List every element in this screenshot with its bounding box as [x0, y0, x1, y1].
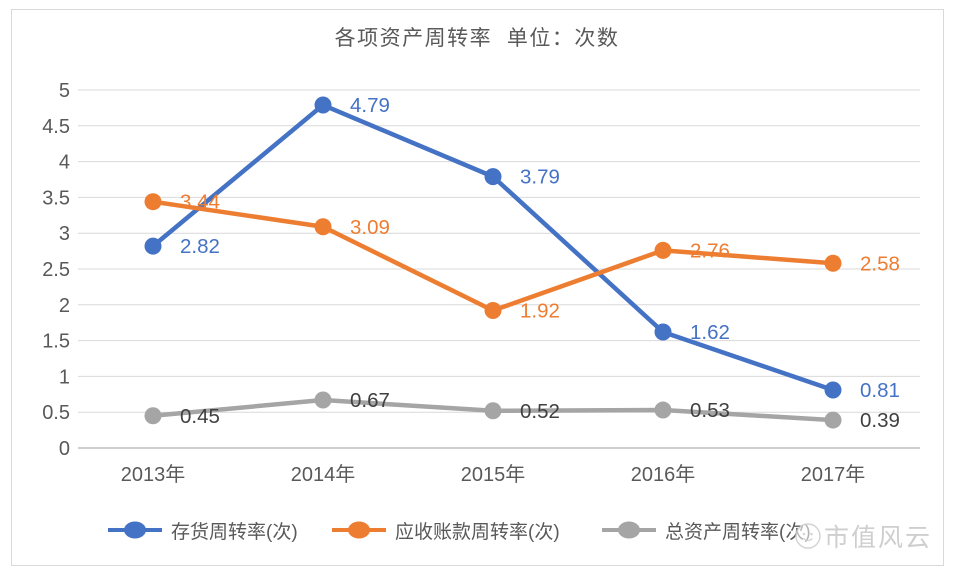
data-point-marker: [484, 302, 502, 320]
data-label: 3.44: [180, 191, 220, 214]
data-point-marker: [654, 401, 672, 419]
line-marker-icon: [108, 521, 162, 539]
x-axis-tick-label: 2015年: [461, 463, 526, 486]
y-axis-tick-label: 2: [59, 295, 70, 317]
y-axis-tick-label: 3.5: [42, 187, 70, 209]
series-line-1: [150, 199, 836, 313]
data-label: 0.45: [180, 405, 220, 428]
x-axis-tick-label: 2013年: [121, 463, 186, 486]
line-marker-icon: [332, 521, 386, 539]
legend-item-total-asset-turnover: 总资产周转率(次): [601, 516, 811, 544]
legend-label-receivables-turnover: 应收账款周转率(次): [395, 521, 560, 543]
data-point-marker: [484, 402, 502, 420]
data-label: 0.67: [350, 389, 390, 412]
data-label: 3.79: [520, 166, 560, 189]
series-line-0: [150, 102, 836, 393]
line-marker-icon: [602, 521, 656, 539]
legend-item-receivables-turnover: 应收账款周转率(次): [331, 516, 560, 544]
data-point-marker: [314, 391, 332, 409]
data-point-marker: [654, 323, 672, 341]
data-label: 0.81: [860, 379, 900, 402]
data-label: 2.82: [180, 235, 220, 258]
y-axis-tick-label: 0.5: [42, 402, 70, 424]
data-label: 0.39: [860, 409, 900, 432]
legend-item-inventory-turnover: 存货周转率(次): [107, 516, 298, 544]
x-axis-tick-label: 2014年: [291, 463, 356, 486]
data-label: 2.76: [690, 239, 730, 262]
data-point-marker: [824, 381, 842, 399]
data-label: 0.52: [520, 400, 560, 423]
data-label: 3.09: [350, 216, 390, 239]
y-axis-tick-label: 1.5: [42, 331, 70, 353]
data-point-marker: [144, 237, 162, 255]
data-point-marker: [314, 218, 332, 236]
y-axis-tick-label: 3: [59, 223, 70, 245]
data-point-marker: [314, 96, 332, 114]
data-label: 2.58: [860, 252, 900, 275]
data-point-marker: [824, 254, 842, 272]
x-axis-tick-label: 2017年: [801, 463, 866, 486]
y-axis-tick-label: 1: [59, 366, 70, 388]
y-axis-tick-label: 4: [59, 152, 70, 174]
data-label: 0.53: [690, 399, 730, 422]
data-point-marker: [654, 241, 672, 259]
x-axis-tick-label: 2016年: [631, 463, 696, 486]
y-axis-tick-label: 2.5: [42, 259, 70, 281]
data-label: 1.62: [690, 321, 730, 344]
data-point-marker: [824, 411, 842, 429]
y-axis-tick-label: 4.5: [42, 116, 70, 138]
data-label: 4.79: [350, 94, 390, 117]
legend-label-inventory-turnover: 存货周转率(次): [171, 521, 298, 543]
data-point-marker: [144, 407, 162, 425]
data-point-marker: [144, 193, 162, 211]
data-label: 1.92: [520, 300, 560, 323]
y-axis-tick-label: 0: [59, 438, 70, 460]
y-axis-tick-label: 5: [59, 80, 70, 102]
chart-title: 各项资产周转率 单位：次数: [334, 27, 620, 50]
data-point-marker: [484, 168, 502, 186]
legend-label-total-asset-turnover: 总资产周转率(次): [665, 521, 811, 543]
